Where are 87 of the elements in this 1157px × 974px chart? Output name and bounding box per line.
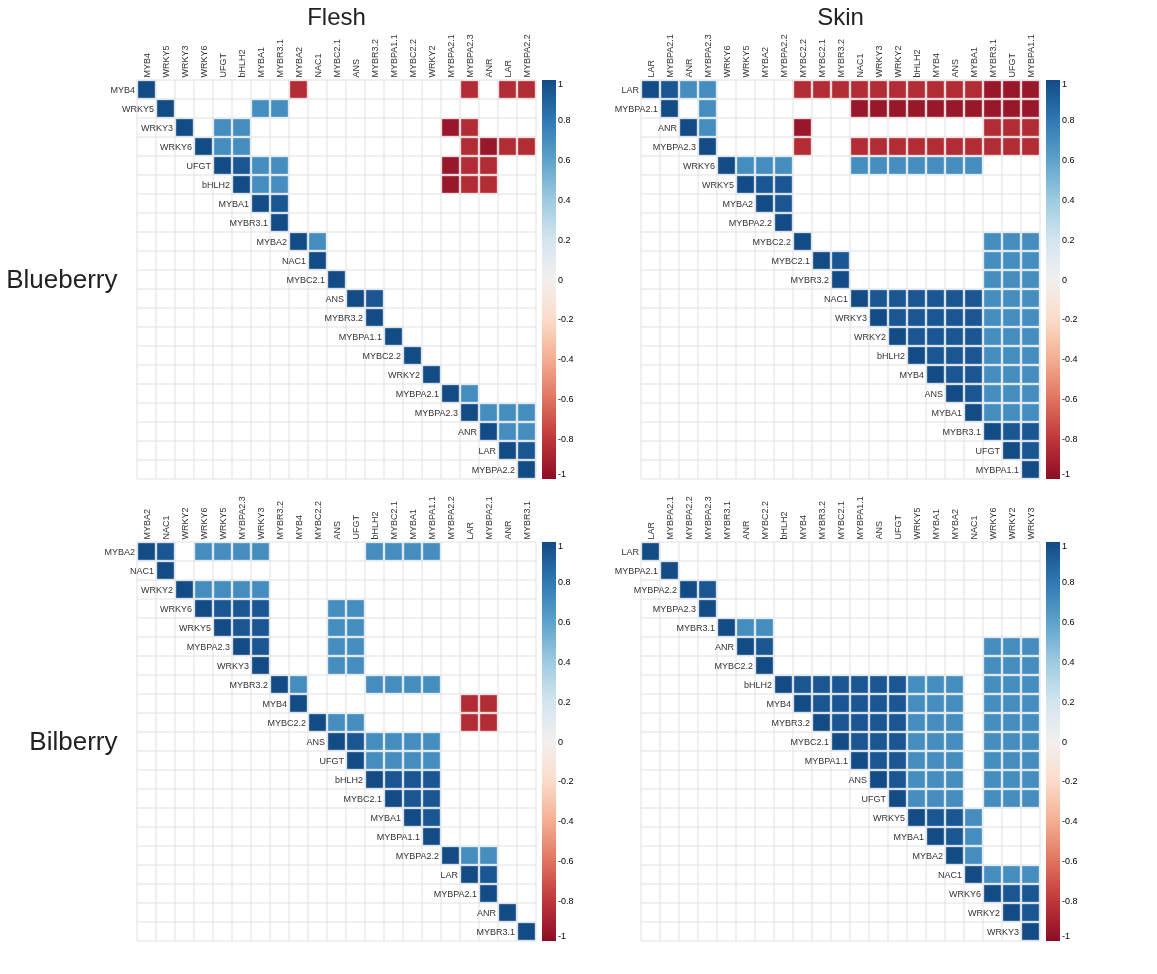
color-bar-label: -0.8 xyxy=(1062,896,1078,907)
color-bar-label: 0.8 xyxy=(558,576,571,587)
color-bar-label: 0 xyxy=(558,736,564,747)
color-bar-label: 0 xyxy=(1062,274,1068,285)
y-tick-label: LAR xyxy=(621,546,640,557)
color-bar-label: -1 xyxy=(1062,931,1071,941)
color-bar-label: 0.2 xyxy=(1062,234,1075,245)
y-tick-label: ANR xyxy=(476,907,497,918)
y-tick-label: MYBPA2.1 xyxy=(614,103,658,114)
y-tick-label: MYBR3.2 xyxy=(771,717,810,728)
color-bar-label: -0.4 xyxy=(558,354,574,365)
y-tick-label: MYBC2.2 xyxy=(714,660,753,671)
y-tick-label: WRKY2 xyxy=(853,331,886,342)
y-tick-label: MYBPA1.1 xyxy=(376,831,420,842)
y-tick-label: ANS xyxy=(325,293,344,304)
color-bar-label: 0.6 xyxy=(558,154,571,165)
color-bar-label: 0.8 xyxy=(1062,114,1075,125)
color-bar-label: 0.8 xyxy=(558,114,571,125)
y-tick-label: bHLH2 xyxy=(334,774,363,785)
y-tick-label: UFGT xyxy=(975,445,1001,456)
y-tick-label: MYBR3.2 xyxy=(324,312,363,323)
y-tick-label: MYBPA2.2 xyxy=(471,464,515,475)
y-tick-label: NAC1 xyxy=(281,255,306,266)
y-tick-label: ANR xyxy=(714,641,735,652)
y-tick-label: MYBPA2.3 xyxy=(186,641,230,652)
y-tick-label: MYBA1 xyxy=(370,812,401,823)
color-bar-label: -0.2 xyxy=(558,776,574,787)
color-bar-label: -0.6 xyxy=(1062,394,1078,405)
color-bar-label: 0.2 xyxy=(558,234,571,245)
color-bar-label: -1 xyxy=(1062,469,1071,479)
color-bar-label: 0.2 xyxy=(558,696,571,707)
y-tick-label: ANR xyxy=(657,122,678,133)
y-tick-label: MYBC2.1 xyxy=(771,255,810,266)
color-bar-label: 0.4 xyxy=(558,656,571,667)
color-bar-label: 0.8 xyxy=(1062,576,1075,587)
color-bar-label: -0.2 xyxy=(1062,776,1078,787)
color-bar-label: -0.6 xyxy=(558,856,574,867)
y-tick-label: LAR xyxy=(440,869,459,880)
y-tick-label: LAR xyxy=(478,445,497,456)
y-tick-label: MYBR3.1 xyxy=(476,926,515,937)
y-tick-label: MYBA2 xyxy=(722,198,753,209)
y-tick-label: LAR xyxy=(621,84,640,95)
y-tick-label: MYBC2.1 xyxy=(286,274,325,285)
color-bar-label: 0.6 xyxy=(1062,154,1075,165)
color-bar-label: 0 xyxy=(1062,736,1068,747)
chart-title: Skin xyxy=(817,2,864,30)
color-bar-label: 1 xyxy=(1062,79,1068,89)
color-bar-label: 0.4 xyxy=(1062,194,1075,205)
color-bar-label: 1 xyxy=(1062,541,1068,551)
y-tick-label: MYBPA2.3 xyxy=(652,141,696,152)
color-bar-label: 1 xyxy=(558,541,564,551)
color-bar-label: 0 xyxy=(558,274,564,285)
color-bar-label: -0.6 xyxy=(1062,856,1078,867)
chart-title: Flesh xyxy=(307,2,366,30)
color-bar-label: 0.6 xyxy=(558,616,571,627)
y-axis-title: Bilberry xyxy=(29,726,118,756)
y-tick-label: NAC1 xyxy=(937,869,962,880)
y-tick-label: MYBC2.2 xyxy=(267,717,306,728)
color-bar-label: 1 xyxy=(558,79,564,89)
y-tick-label: MYB4 xyxy=(262,698,287,709)
y-tick-label: MYB4 xyxy=(766,698,791,709)
color-bar-label: -0.4 xyxy=(1062,354,1078,365)
y-tick-label: MYBPA2.1 xyxy=(433,888,477,899)
y-tick-label: MYBPA2.2 xyxy=(728,217,772,228)
y-tick-label: MYBPA2.3 xyxy=(652,603,696,614)
color-bar-label: 0.2 xyxy=(1062,696,1075,707)
color-bar-label: -0.2 xyxy=(558,314,574,325)
y-tick-label: UFGT xyxy=(319,755,345,766)
y-tick-label: UFGT xyxy=(186,160,212,171)
y-tick-label: MYBPA1.1 xyxy=(975,464,1019,475)
y-tick-label: MYBPA2.1 xyxy=(614,565,658,576)
y-tick-label: MYBR3.1 xyxy=(942,426,981,437)
color-bar-label: -0.8 xyxy=(1062,434,1078,445)
y-tick-label: MYBPA1.1 xyxy=(338,331,382,342)
color-bar-label: -0.8 xyxy=(558,434,574,445)
color-bar-label: 0.4 xyxy=(558,194,571,205)
color-bar-label: -0.8 xyxy=(558,896,574,907)
color-bar-label: -0.4 xyxy=(1062,816,1078,827)
color-bar-label: -1 xyxy=(558,931,567,941)
color-bar-label: 0.4 xyxy=(1062,656,1075,667)
color-bar-label: -1 xyxy=(558,469,567,479)
y-tick-label: ANS xyxy=(848,774,867,785)
color-bar-label: -0.4 xyxy=(558,816,574,827)
y-axis-title: Blueberry xyxy=(6,264,118,294)
color-bar-label: 0.6 xyxy=(1062,616,1075,627)
color-bar-label: -0.2 xyxy=(1062,314,1078,325)
color-bar-label: -0.6 xyxy=(558,394,574,405)
